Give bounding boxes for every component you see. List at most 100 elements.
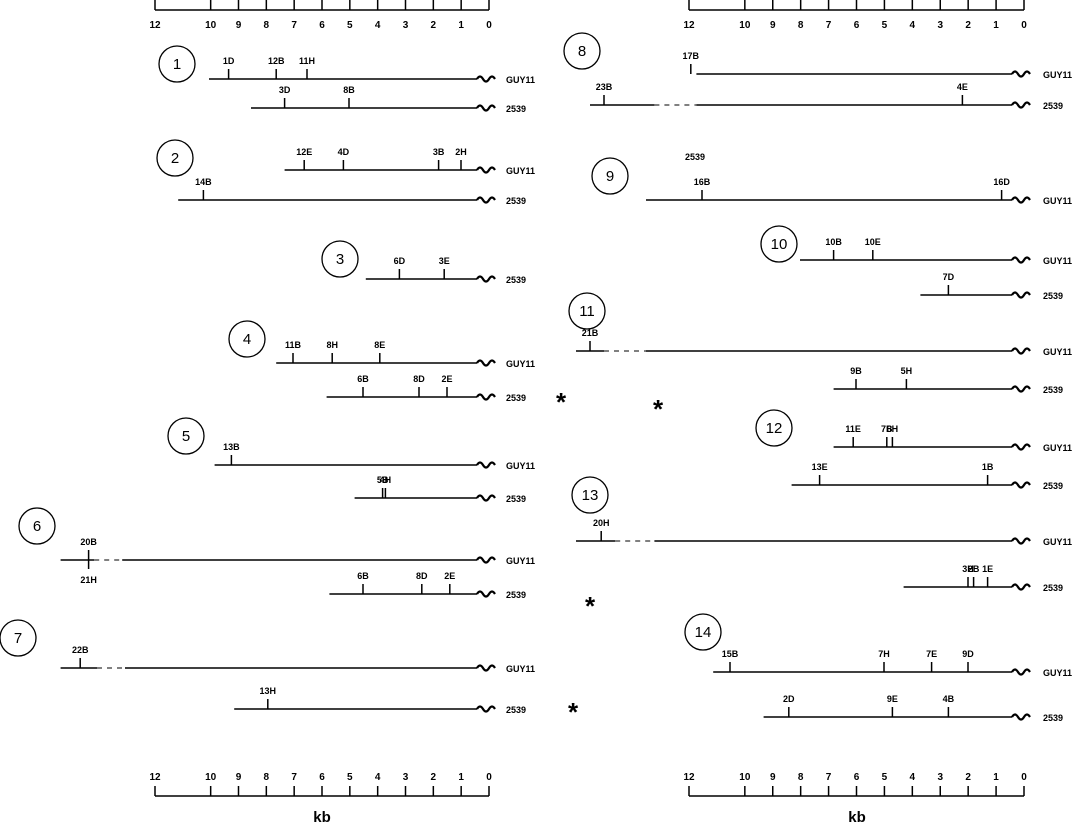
telomere-repeat-symbol (1011, 70, 1031, 78)
restriction-site-label: 21B (582, 328, 599, 338)
restriction-site-label: 20H (593, 518, 610, 528)
asterisk-marker: * (585, 591, 596, 621)
scale-tick-label: 12 (683, 772, 695, 783)
scale-tick-label: 1 (993, 20, 999, 31)
strain-label: GUY11 (506, 461, 535, 471)
scale-tick-label: 3 (937, 772, 943, 783)
scale-tick-label: 5 (882, 20, 888, 31)
panel-number-circle (0, 619, 37, 657)
restriction-site-label: 3E (439, 256, 450, 266)
panel-number: 5 (182, 428, 190, 445)
strain-label: GUY11 (506, 75, 535, 85)
restriction-site-label: 12B (268, 56, 285, 66)
restriction-site-label: 2E (441, 374, 452, 384)
panel-number-circle (18, 507, 56, 545)
asterisk-marker: * (556, 387, 567, 417)
restriction-site-label: 6H (887, 424, 899, 434)
panel-number: 10 (771, 236, 788, 253)
panel-number-circle (158, 45, 196, 83)
scale-tick-label: 2 (965, 772, 971, 783)
scale-tick-label: 3 (403, 772, 409, 783)
restriction-site-label: 9B (850, 366, 862, 376)
telomere-repeat-symbol (476, 393, 496, 401)
scale-tick-label: 6 (319, 772, 325, 783)
restriction-site-label: 6B (357, 571, 369, 581)
scale-tick-label: 7 (291, 20, 297, 31)
restriction-site-label: 8E (374, 340, 385, 350)
scale-tick-label: 8 (264, 20, 270, 31)
telomere-repeat-symbol (1011, 583, 1031, 591)
scale-tick-label: 2 (431, 772, 437, 783)
strain-note: 2539 (685, 152, 705, 162)
scale-tick-label: 3 (403, 20, 409, 31)
scale-tick-label: 9 (236, 20, 242, 31)
strain-label: 2539 (506, 104, 526, 114)
panel-number: 3 (336, 251, 344, 268)
strain-label: GUY11 (1043, 196, 1072, 206)
scale-tick-label: 7 (826, 20, 832, 31)
panel-number-circle (568, 292, 606, 330)
restriction-site-label: 10E (865, 237, 881, 247)
panel-number-circle (591, 157, 629, 195)
panel-number: 8 (578, 43, 586, 60)
scale-tick-label: 10 (205, 20, 217, 31)
restriction-site-label: 9E (887, 694, 898, 704)
scale-tick-label: 2 (431, 20, 437, 31)
restriction-site-label: 7D (943, 272, 955, 282)
scale-tick-label: 1 (458, 772, 464, 783)
restriction-site-label: 22B (72, 645, 89, 655)
telomere-repeat-symbol (476, 664, 496, 672)
restriction-site-label: 11H (299, 56, 315, 66)
scale-tick-label: 0 (486, 772, 492, 783)
telomere-repeat-symbol (476, 461, 496, 469)
restriction-site-label: 5B (377, 475, 389, 485)
telomere-repeat-symbol (1011, 385, 1031, 393)
strain-label: 2539 (1043, 583, 1063, 593)
panel-number: 9 (606, 168, 614, 185)
scale-tick-label: 8 (264, 772, 270, 783)
telomere-repeat-symbol (1011, 537, 1031, 545)
restriction-site-label: 2H (455, 147, 467, 157)
scale-tick-label: 4 (375, 772, 381, 783)
scale-tick-label: 5 (882, 772, 888, 783)
scale-tick-label: 4 (375, 20, 381, 31)
scale-tick-label: 10 (205, 772, 217, 783)
telomere-repeat-symbol (476, 494, 496, 502)
restriction-site-label: 8D (413, 374, 425, 384)
telomere-repeat-symbol (1011, 347, 1031, 355)
panel-number: 4 (243, 331, 251, 348)
panel-number-circle (760, 225, 798, 263)
strain-label: GUY11 (1043, 443, 1072, 453)
telomere-repeat-symbol (1011, 196, 1031, 204)
strain-label: GUY11 (506, 556, 535, 566)
telomere-repeat-symbol (1011, 668, 1031, 676)
scale-tick-label: 12 (149, 20, 161, 31)
scale-tick-label: 10 (739, 772, 751, 783)
restriction-site-label: 3H (962, 564, 974, 574)
axis-unit-label: kb (313, 809, 331, 826)
restriction-site-label: 13E (812, 462, 828, 472)
telomere-repeat-symbol (476, 590, 496, 598)
restriction-site-label: 4E (957, 82, 968, 92)
restriction-site-label: 23B (596, 82, 613, 92)
scale-tick-label: 9 (770, 20, 776, 31)
restriction-site-label: 11B (285, 340, 302, 350)
restriction-site-label: 8H (326, 340, 338, 350)
restriction-site-label: 4H (380, 475, 392, 485)
restriction-site-label: 20B (80, 537, 97, 547)
panel-number: 6 (33, 518, 41, 535)
telomere-repeat-symbol (1011, 713, 1031, 721)
scale-tick-label: 7 (826, 772, 832, 783)
strain-label: 2539 (506, 494, 526, 504)
scale-tick-label: 2 (965, 20, 971, 31)
strain-label: GUY11 (1043, 347, 1072, 357)
panel-number: 14 (695, 624, 712, 641)
panel-number-circle (156, 139, 194, 177)
restriction-site-label: 7E (926, 649, 937, 659)
restriction-site-label: 17B (683, 51, 700, 61)
strain-label: 2539 (1043, 713, 1063, 723)
scale-tick-label: 5 (347, 20, 353, 31)
restriction-site-label: 3B (433, 147, 445, 157)
restriction-site-label: 5H (901, 366, 913, 376)
restriction-site-label: 2D (783, 694, 795, 704)
